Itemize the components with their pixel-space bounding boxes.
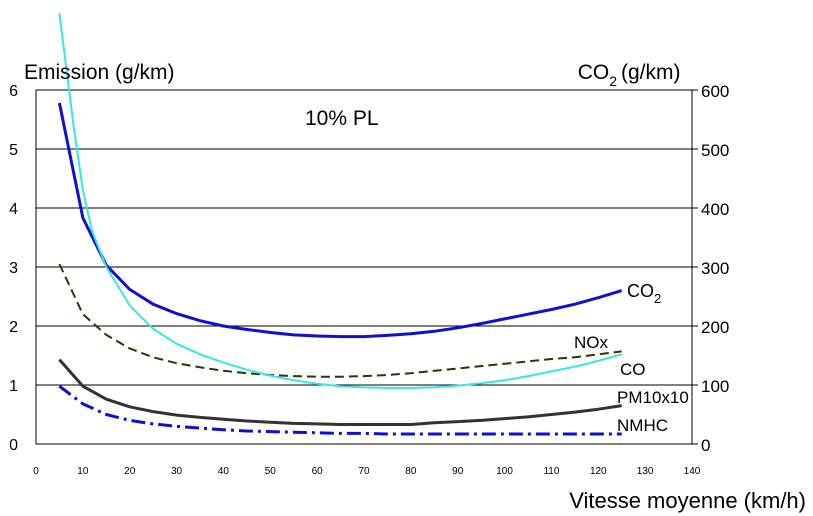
x-tick-label: 60 (312, 466, 324, 477)
x-tick-label: 110 (543, 466, 559, 477)
x-tick-label: 90 (452, 466, 464, 477)
x-tick-label: 0 (33, 466, 39, 477)
y2-axis-label: CO2 (578, 61, 618, 89)
y-tick-label: 1 (9, 378, 18, 395)
series-line-co2 (57, 102, 623, 339)
x-tick-label: 120 (590, 466, 607, 477)
y2-tick-label: 200 (701, 318, 729, 337)
label-nox: NOx (574, 333, 609, 352)
series-line-pm10x10 (58, 358, 622, 426)
y2-axis-label-sub: 2 (609, 73, 617, 89)
y2-tick-label: 400 (701, 200, 729, 219)
y2-axis-label-main: CO (578, 61, 610, 84)
x-tick-label: 140 (684, 466, 701, 477)
y2-axis-label-unit: (g/km) (621, 61, 681, 84)
y-tick-label: 6 (9, 83, 18, 100)
y-tick-labels: 0 1 2 3 4 5 6 (9, 83, 18, 454)
x-tick-label: 100 (496, 466, 513, 477)
x-tick-label: 20 (124, 466, 136, 477)
y-tick-label: 3 (9, 260, 18, 277)
axes (35, 90, 693, 445)
x-axis-label: Vitesse moyenne (km/h) (569, 488, 806, 513)
series-line-nmhc (58, 385, 622, 436)
label-co2: CO2 (627, 281, 661, 306)
x-tick-labels: 0 10 20 30 40 50 60 70 80 90 100 110 120 130 140 (33, 466, 701, 477)
y-tick-label: 4 (9, 201, 18, 218)
y-axis-label: Emission (g/km) (24, 61, 175, 84)
series-lines (57, 13, 623, 436)
y2-tick-labels: 0 100 200 300 400 500 600 (701, 82, 729, 455)
x-tick-label: 70 (358, 466, 370, 477)
label-co: CO (620, 360, 646, 379)
y2-tick-label: 300 (701, 259, 729, 278)
series-line-co (58, 13, 622, 389)
series-labels: CO2 NOx CO PM10x10 NMHC (574, 281, 689, 435)
label-co2-sub: 2 (654, 291, 661, 306)
y2-tick-label: 100 (701, 377, 729, 396)
x-tick-label: 30 (171, 466, 183, 477)
x-tick-label: 10 (77, 466, 89, 477)
y-tick-label: 0 (9, 437, 18, 454)
grid-lines (36, 89, 698, 445)
y-tick-label: 5 (9, 142, 18, 159)
x-tick-label: 50 (265, 466, 277, 477)
y2-tick-label: 500 (701, 141, 729, 160)
chart-title: 10% PL (305, 107, 379, 130)
y2-tick-label: 0 (701, 436, 710, 455)
series-line-nox (58, 263, 622, 378)
x-tick-label: 130 (637, 466, 654, 477)
label-co2-main: CO (627, 281, 654, 301)
y2-tick-label: 600 (701, 82, 729, 101)
label-nmhc: NMHC (617, 416, 668, 435)
x-tick-label: 80 (405, 466, 417, 477)
y-tick-label: 2 (9, 319, 18, 336)
label-pm10x10: PM10x10 (617, 388, 689, 407)
x-tick-label: 40 (218, 466, 230, 477)
